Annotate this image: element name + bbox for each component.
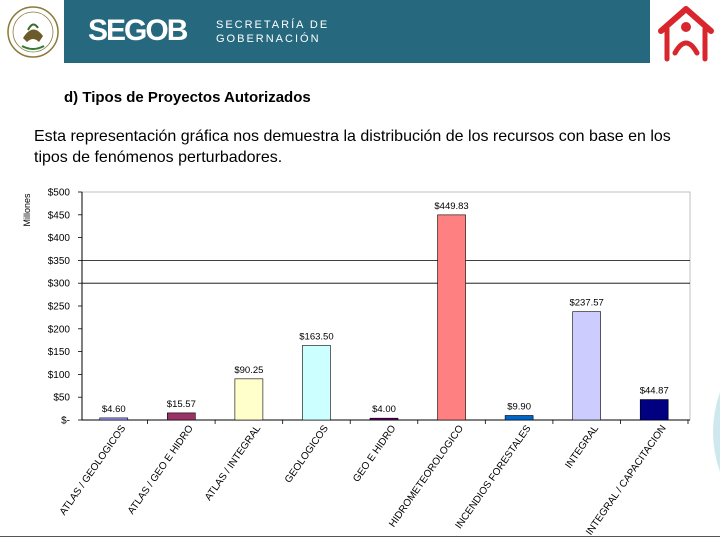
x-tick-label: ATLAS / GEO E HIDRO [126,423,196,516]
bar [369,417,399,421]
decorative-shape-icon [713,392,720,472]
data-label: $44.87 [640,386,669,397]
header: SEGOB SECRETARÍA DE GOBERNACIÓN [0,0,720,64]
y-axis-label: Millones [22,193,32,227]
y-tick-label: $450 [48,210,71,221]
bar [572,311,601,421]
section-subtitle: d) Tipos de Proyectos Autorizados [64,89,311,106]
y-tick-label: $350 [48,256,71,267]
data-label: $4.00 [372,404,396,415]
description-text: Esta representación gráfica nos demuestr… [34,128,671,166]
x-tick-label: ATLAS / INTEGRAL [203,423,263,503]
data-label: $4.60 [102,404,126,415]
bar [504,415,534,421]
data-label: $163.50 [299,331,333,342]
y-tick-label: $250 [48,302,71,313]
segob-logo-text: SEGOB [88,14,188,47]
x-tick-label: HIDROMETEOROLOGICO [387,423,466,529]
civil-protection-logo-icon [658,6,714,62]
y-tick-label: $300 [48,279,71,290]
x-tick-label: GEOLOGICOS [283,423,331,485]
bar-chart: Millones $- $50 $100 $150 $200 $250 $300 $350 $4… [22,188,691,536]
bar [167,412,196,421]
data-label: $449.83 [434,201,468,212]
data-label: $9.90 [507,401,531,412]
bar [234,378,264,421]
x-tick-label: INCENDIOS FORESTALES [454,423,534,531]
agency-name-line2: GOBERNACIÓN [216,33,321,45]
bar [302,345,331,421]
bar [99,417,129,421]
y-tick-label: $500 [48,188,71,199]
agency-name-line1: SECRETARÍA DE [216,19,330,31]
y-tick-label: $50 [53,393,70,404]
x-tick-label: INTEGRAL / CAPACITACION [584,423,668,536]
data-label: $15.57 [167,399,196,410]
bottom-divider [0,536,720,537]
y-tick-label: $100 [48,370,71,381]
y-tick-label: $- [61,416,70,427]
x-tick-label: INTEGRAL [563,423,601,471]
x-tick-label: GEO E HIDRO [351,423,398,484]
y-tick-label: $400 [48,233,71,244]
mexico-seal-icon [7,6,59,58]
x-tick-label: ATLAS / GEOLOGICOS [58,423,129,517]
y-tick-label: $150 [48,347,71,358]
data-label: $237.57 [569,298,603,309]
data-label: $90.25 [234,365,263,376]
bar [639,399,669,421]
bar [437,214,466,421]
y-tick-label: $200 [48,324,71,335]
segob-banner [64,0,650,63]
